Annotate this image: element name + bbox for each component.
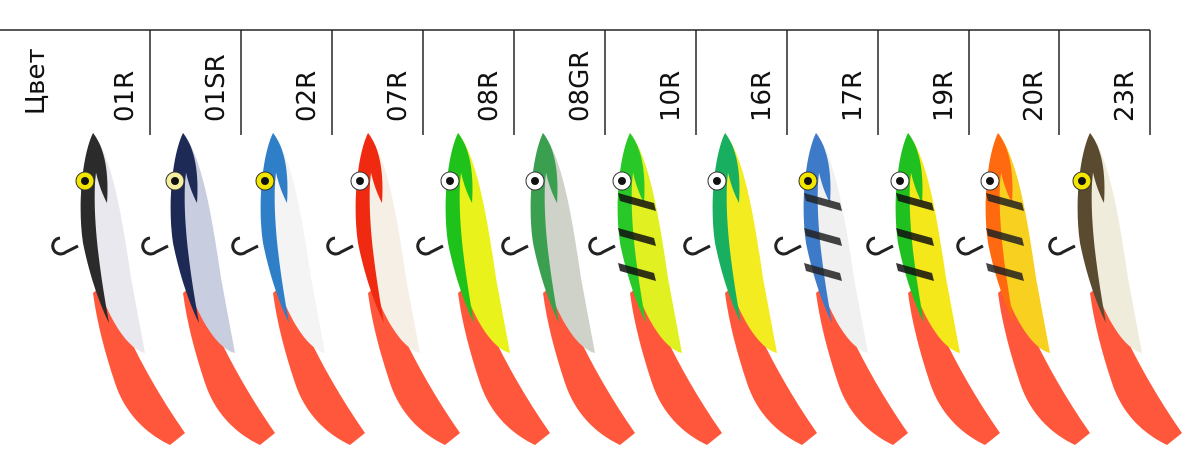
lure-top [724,133,740,203]
lure-hook [774,236,802,256]
lure-belly [262,133,325,353]
color-code: 08GR [565,51,595,122]
lure-belly [532,133,595,353]
lure-top [92,133,108,203]
lure-pupil [1078,177,1086,185]
color-code: 08R [474,71,504,122]
lure-belly [82,133,145,353]
color-code: 17R [838,71,868,122]
lure-stripe [618,193,656,211]
color-code: 07R [383,71,413,122]
color-code: 19R [929,71,959,122]
lure-belly [357,133,420,353]
lure-image [774,133,908,445]
lure-hook [956,236,984,256]
lure-hook [326,236,354,256]
lure-stripe [896,263,934,281]
lure-pupil [81,177,89,185]
lure-hook [588,236,616,256]
lure-image [326,133,460,445]
lure-top [997,133,1013,203]
lure-stripe [896,228,934,246]
lure-top [907,133,923,203]
lure-stripe [804,193,842,211]
lure-top [457,133,473,203]
color-code: 01SR [201,54,231,122]
lure-belly [447,133,510,353]
lure-top [815,133,831,203]
lure-hook [866,236,894,256]
color-code: 02R [292,71,322,122]
lure-stripe [896,193,934,211]
lure-stripe [986,263,1024,281]
lure-hook [231,236,259,256]
lure-image [1048,133,1182,445]
lure-image [956,133,1090,445]
lure-image [683,133,817,445]
lure-pupil [261,177,269,185]
lure-top [182,133,198,203]
lure-hook [683,236,711,256]
color-code: 20R [1019,71,1049,122]
lure-pupil [713,177,721,185]
color-code: 10R [656,71,686,122]
lure-top [367,133,383,203]
lure-top [542,133,558,203]
lure-image [416,133,550,445]
lure-hook [141,236,169,256]
lure-hook [416,236,444,256]
color-code: 01R [110,71,140,122]
lure-stripe [804,228,842,246]
lure-image [231,133,365,445]
lure-pupil [896,177,904,185]
color-code: 23R [1110,71,1140,122]
lure-belly [1079,133,1142,353]
lure-top [629,133,645,203]
lure-image [141,133,275,445]
lure-stripe [804,263,842,281]
lure-pupil [804,177,812,185]
lure-image [588,133,722,445]
color-code: 16R [747,71,777,122]
lure-stripe [986,193,1024,211]
lure-hook [1048,236,1076,256]
lure-pupil [986,177,994,185]
lure-stripe [986,228,1024,246]
lure-belly [172,133,235,353]
lure-belly [714,133,777,353]
lure-pupil [171,177,179,185]
lure-top [1089,133,1105,203]
lure-image [501,133,635,445]
lure-pupil [356,177,364,185]
lure-stripe [618,263,656,281]
lure-pupil [446,177,454,185]
lure-top [272,133,288,203]
lure-hook [51,236,79,256]
lure-pupil [618,177,626,185]
lure-stripe [618,228,656,246]
lure-pupil [531,177,539,185]
lure-hook [501,236,529,256]
header-label: Цвет [21,48,51,115]
lure-image [866,133,1000,445]
lure-image [51,133,185,445]
